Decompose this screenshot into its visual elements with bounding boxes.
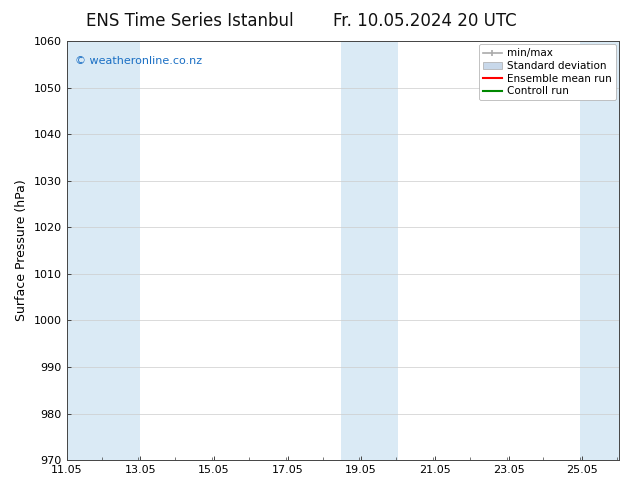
- Bar: [580, 41, 619, 460]
- Legend: min/max, Standard deviation, Ensemble mean run, Controll run: min/max, Standard deviation, Ensemble me…: [479, 44, 616, 100]
- Bar: [67, 41, 140, 460]
- Bar: [341, 41, 398, 460]
- Text: © weatheronline.co.nz: © weatheronline.co.nz: [75, 56, 202, 66]
- Text: Fr. 10.05.2024 20 UTC: Fr. 10.05.2024 20 UTC: [333, 12, 517, 30]
- Y-axis label: Surface Pressure (hPa): Surface Pressure (hPa): [15, 180, 28, 321]
- Text: ENS Time Series Istanbul: ENS Time Series Istanbul: [86, 12, 294, 30]
